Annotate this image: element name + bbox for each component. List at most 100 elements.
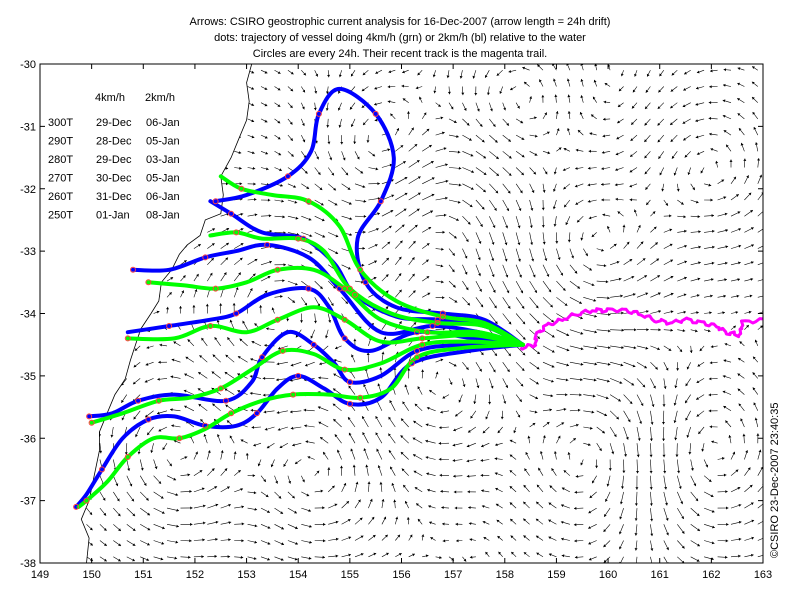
daily-circle — [135, 397, 142, 404]
x-tick-label: 161 — [651, 569, 669, 581]
x-tick-label: 152 — [186, 569, 204, 581]
daily-circle — [341, 335, 348, 342]
daily-circle — [362, 279, 369, 286]
y-axis: -30 -31 -32 -33 -34 -35 -36 -37 -38 — [20, 59, 763, 570]
x-tick-label: 162 — [702, 569, 720, 581]
legend-cell: 290T — [48, 136, 73, 148]
x-tick-label: 163 — [754, 569, 772, 581]
x-tick-label: 157 — [444, 569, 462, 581]
daily-circle — [295, 372, 302, 379]
x-tick-label: 158 — [496, 569, 514, 581]
daily-circle — [124, 454, 131, 460]
daily-circle — [145, 416, 152, 423]
y-tick-label: -33 — [20, 246, 36, 258]
x-tick-label: 150 — [82, 569, 100, 581]
daily-circle — [310, 341, 317, 348]
daily-circle — [155, 397, 162, 404]
vessel-tracks — [74, 86, 763, 509]
daily-circle — [439, 313, 446, 320]
daily-circle — [290, 391, 297, 398]
daily-circle — [99, 466, 105, 473]
blue-track — [74, 342, 525, 509]
daily-circle — [212, 285, 219, 292]
y-tick-label: -37 — [20, 496, 36, 508]
daily-circle — [434, 319, 441, 326]
legend-cell: 270T — [48, 173, 73, 185]
legend-cell: 30-Dec — [96, 173, 132, 185]
legend-cell: 28-Dec — [96, 136, 132, 148]
daily-circle — [341, 285, 348, 292]
daily-circle — [352, 291, 358, 298]
daily-circle — [130, 266, 136, 273]
y-tick-label: -34 — [20, 309, 36, 321]
legend-cell: 31-Dec — [96, 191, 132, 203]
daily-circle — [284, 173, 291, 180]
daily-circle — [341, 366, 348, 373]
legend-cell: 05-Jan — [146, 136, 180, 148]
daily-circle — [424, 329, 431, 336]
daily-circle — [233, 310, 240, 317]
daily-circle — [86, 413, 93, 420]
daily-circle — [217, 385, 224, 392]
legend-header-2kmh: 2km/h — [145, 92, 175, 104]
daily-circle — [228, 410, 235, 417]
daily-circle — [222, 397, 229, 404]
legend-cell: 06-Jan — [146, 191, 180, 203]
daily-circle — [238, 185, 245, 192]
daily-circle — [88, 419, 95, 426]
y-tick-label: -31 — [20, 121, 36, 133]
daily-circle — [233, 229, 240, 236]
daily-circle — [274, 316, 281, 323]
daily-circle — [305, 198, 312, 205]
daily-circle — [259, 354, 266, 361]
daily-circle — [315, 110, 322, 117]
blue-track — [131, 242, 525, 347]
green-track — [89, 339, 525, 425]
daily-circle — [228, 210, 235, 217]
daily-circle — [346, 379, 353, 386]
daily-circle — [124, 335, 131, 342]
credit-text: ©CSIRO 23-Dec-2007 23:40:35 — [769, 403, 781, 558]
x-tick-label: 155 — [341, 569, 359, 581]
legend-cell: 280T — [48, 154, 73, 166]
x-tick-label: 160 — [599, 569, 617, 581]
x-tick-label: 151 — [134, 569, 152, 581]
daily-circle — [419, 335, 426, 342]
legend-cell: 260T — [48, 191, 73, 203]
daily-circle — [202, 254, 209, 261]
daily-circle — [207, 323, 214, 329]
x-tick-label: 156 — [392, 569, 410, 581]
daily-circle — [279, 347, 286, 354]
x-tick-label: 153 — [237, 569, 255, 581]
daily-circle — [414, 354, 420, 361]
daily-circle — [83, 497, 90, 504]
daily-circles — [73, 110, 446, 510]
recent-magenta-trail — [519, 307, 763, 351]
daily-circle — [346, 400, 353, 407]
x-tick-label: 154 — [289, 569, 307, 581]
daily-circle — [414, 329, 420, 336]
daily-circle — [73, 503, 80, 510]
blue-track — [87, 329, 525, 419]
green-track — [76, 342, 525, 509]
daily-circle — [202, 422, 209, 429]
daily-circle — [377, 198, 384, 205]
legend-cell: 29-Dec — [96, 117, 132, 129]
plot-area — [40, 64, 763, 563]
daily-circle — [176, 435, 183, 442]
daily-circle — [145, 279, 152, 286]
green-track — [208, 230, 525, 347]
daily-circle — [429, 323, 436, 329]
daily-circle — [341, 316, 348, 323]
daily-circle — [212, 198, 219, 205]
title-line-2: dots: trajectory of vessel doing 4km/h (… — [214, 32, 586, 44]
daily-circle — [357, 394, 364, 401]
daily-circle — [372, 110, 379, 117]
legend-cell: 08-Jan — [146, 210, 180, 222]
legend-cell: 29-Dec — [96, 154, 132, 166]
y-tick-label: -38 — [20, 558, 36, 570]
legend-cell: 03-Jan — [146, 154, 180, 166]
legend-cell: 05-Jan — [146, 173, 180, 185]
daily-circle — [414, 347, 420, 354]
